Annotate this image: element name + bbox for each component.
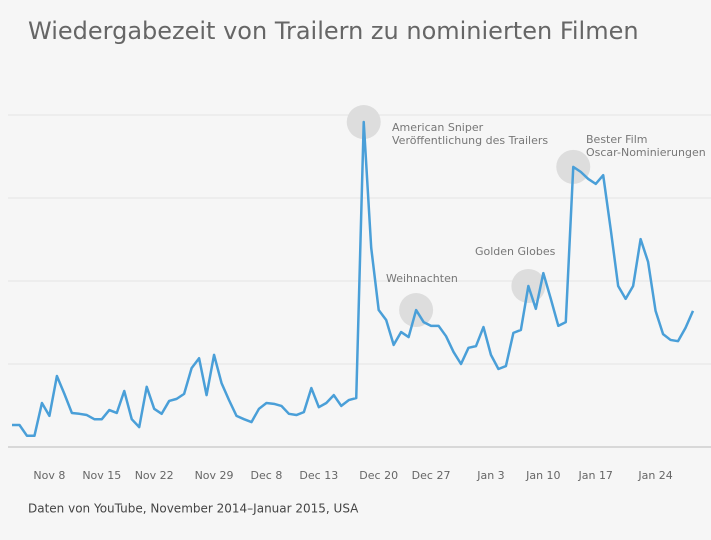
- annotation: Weihnachten: [386, 272, 458, 285]
- x-tick-label: Jan 24: [637, 469, 672, 482]
- annotation: Bester Film: [586, 133, 648, 146]
- x-tick-label: Dec 27: [412, 469, 451, 482]
- chart-title: Wiedergabezeit von Trailern zu nominiert…: [28, 17, 639, 45]
- x-tick-label: Dec 20: [359, 469, 398, 482]
- data-line: [12, 120, 695, 438]
- x-tick-label: Nov 29: [195, 469, 234, 482]
- x-tick-label: Jan 3: [476, 469, 504, 482]
- annotation: Oscar-Nominierungen: [586, 146, 706, 159]
- annotation: Veröffentlichung des Trailers: [392, 134, 548, 147]
- x-tick-label: Nov 22: [135, 469, 174, 482]
- x-tick-label: Jan 17: [577, 469, 612, 482]
- x-tick-label: Jan 10: [525, 469, 560, 482]
- x-tick-label: Nov 8: [33, 469, 65, 482]
- x-tick-label: Dec 8: [251, 469, 283, 482]
- annotation: American Sniper: [392, 121, 484, 134]
- x-tick-label: Nov 15: [82, 469, 121, 482]
- x-tick-label: Dec 13: [299, 469, 338, 482]
- source-note: Daten von YouTube, November 2014–Januar …: [28, 502, 359, 516]
- annotation: Golden Globes: [475, 245, 556, 258]
